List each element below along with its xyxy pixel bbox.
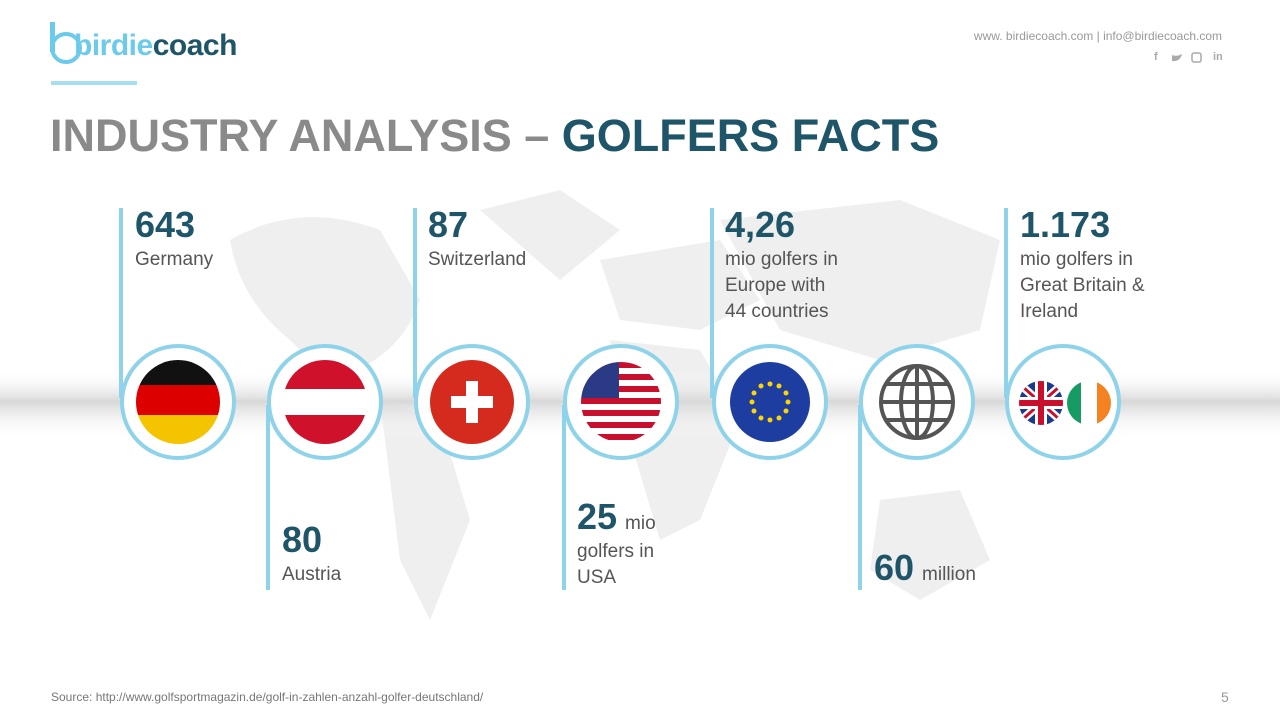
social-facebook[interactable]: f: [1154, 51, 1158, 63]
fact-label: Europe with: [725, 275, 826, 296]
fact-label: Austria: [282, 564, 342, 585]
flag-switzerland: [430, 360, 514, 444]
fact-number: 25: [577, 496, 618, 537]
title-part: INDUSTRY ANALYSIS –: [50, 110, 562, 161]
logo-bird: [50, 22, 82, 64]
fact-label: golfers in: [577, 541, 655, 562]
fact-number-row: 80: [282, 520, 322, 560]
fact-label: Switzerland: [428, 249, 527, 270]
fact-number: 80: [282, 519, 323, 560]
logo-part: birdie: [74, 29, 153, 62]
flag-usa: [581, 362, 661, 442]
fact-number-row: 4,26: [725, 205, 795, 245]
title: INDUSTRY ANALYSIS – GOLFERS FACTS: [50, 110, 939, 162]
flag-uk: [1019, 381, 1063, 425]
fact-label: USA: [577, 567, 617, 588]
connector-lines: [119, 208, 1008, 590]
social-linkedin[interactable]: in: [1213, 51, 1223, 63]
contact: www. birdiecoach.com | info@birdiecoach.…: [973, 29, 1222, 43]
fact-number-row: 60 million: [874, 548, 976, 595]
fact-number: 1.173: [1020, 204, 1111, 245]
globe-icon: [879, 364, 955, 440]
social-icons: [1172, 52, 1202, 63]
fact-unit: million: [922, 564, 976, 585]
logo: birdiecoach: [74, 29, 237, 63]
fact-number: 87: [428, 204, 469, 245]
fact-number-row: 87: [428, 205, 468, 245]
fact-number: 60: [874, 547, 915, 588]
flag-ireland: [1067, 381, 1111, 425]
logo-underline: [51, 81, 137, 85]
fact-number-row: 1.173: [1020, 205, 1110, 245]
fact-number-row: 25 mio: [577, 497, 656, 544]
source: Source: http://www.golfsportmagazin.de/g…: [51, 690, 484, 704]
fact-label: mio golfers in: [1020, 249, 1133, 270]
title-part: GOLFERS FACTS: [561, 110, 940, 161]
flag-eu: [730, 362, 810, 442]
fact-number-row: 643: [135, 205, 195, 245]
fact-label: Ireland: [1020, 301, 1079, 322]
fact-unit: mio: [625, 513, 656, 534]
page-number: 5: [1221, 689, 1229, 705]
fact-number: 4,26: [725, 204, 796, 245]
fact-number: 643: [135, 204, 196, 245]
fact-label: Great Britain &: [1020, 275, 1145, 296]
fact-label: Germany: [135, 249, 214, 270]
fact-label: 44 countries: [725, 301, 829, 322]
logo-part: coach: [152, 29, 238, 62]
fact-label: mio golfers in: [725, 249, 838, 270]
